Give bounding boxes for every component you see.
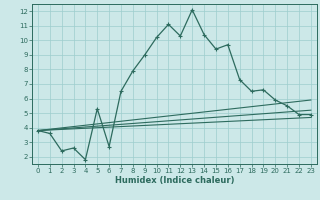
X-axis label: Humidex (Indice chaleur): Humidex (Indice chaleur) — [115, 176, 234, 185]
